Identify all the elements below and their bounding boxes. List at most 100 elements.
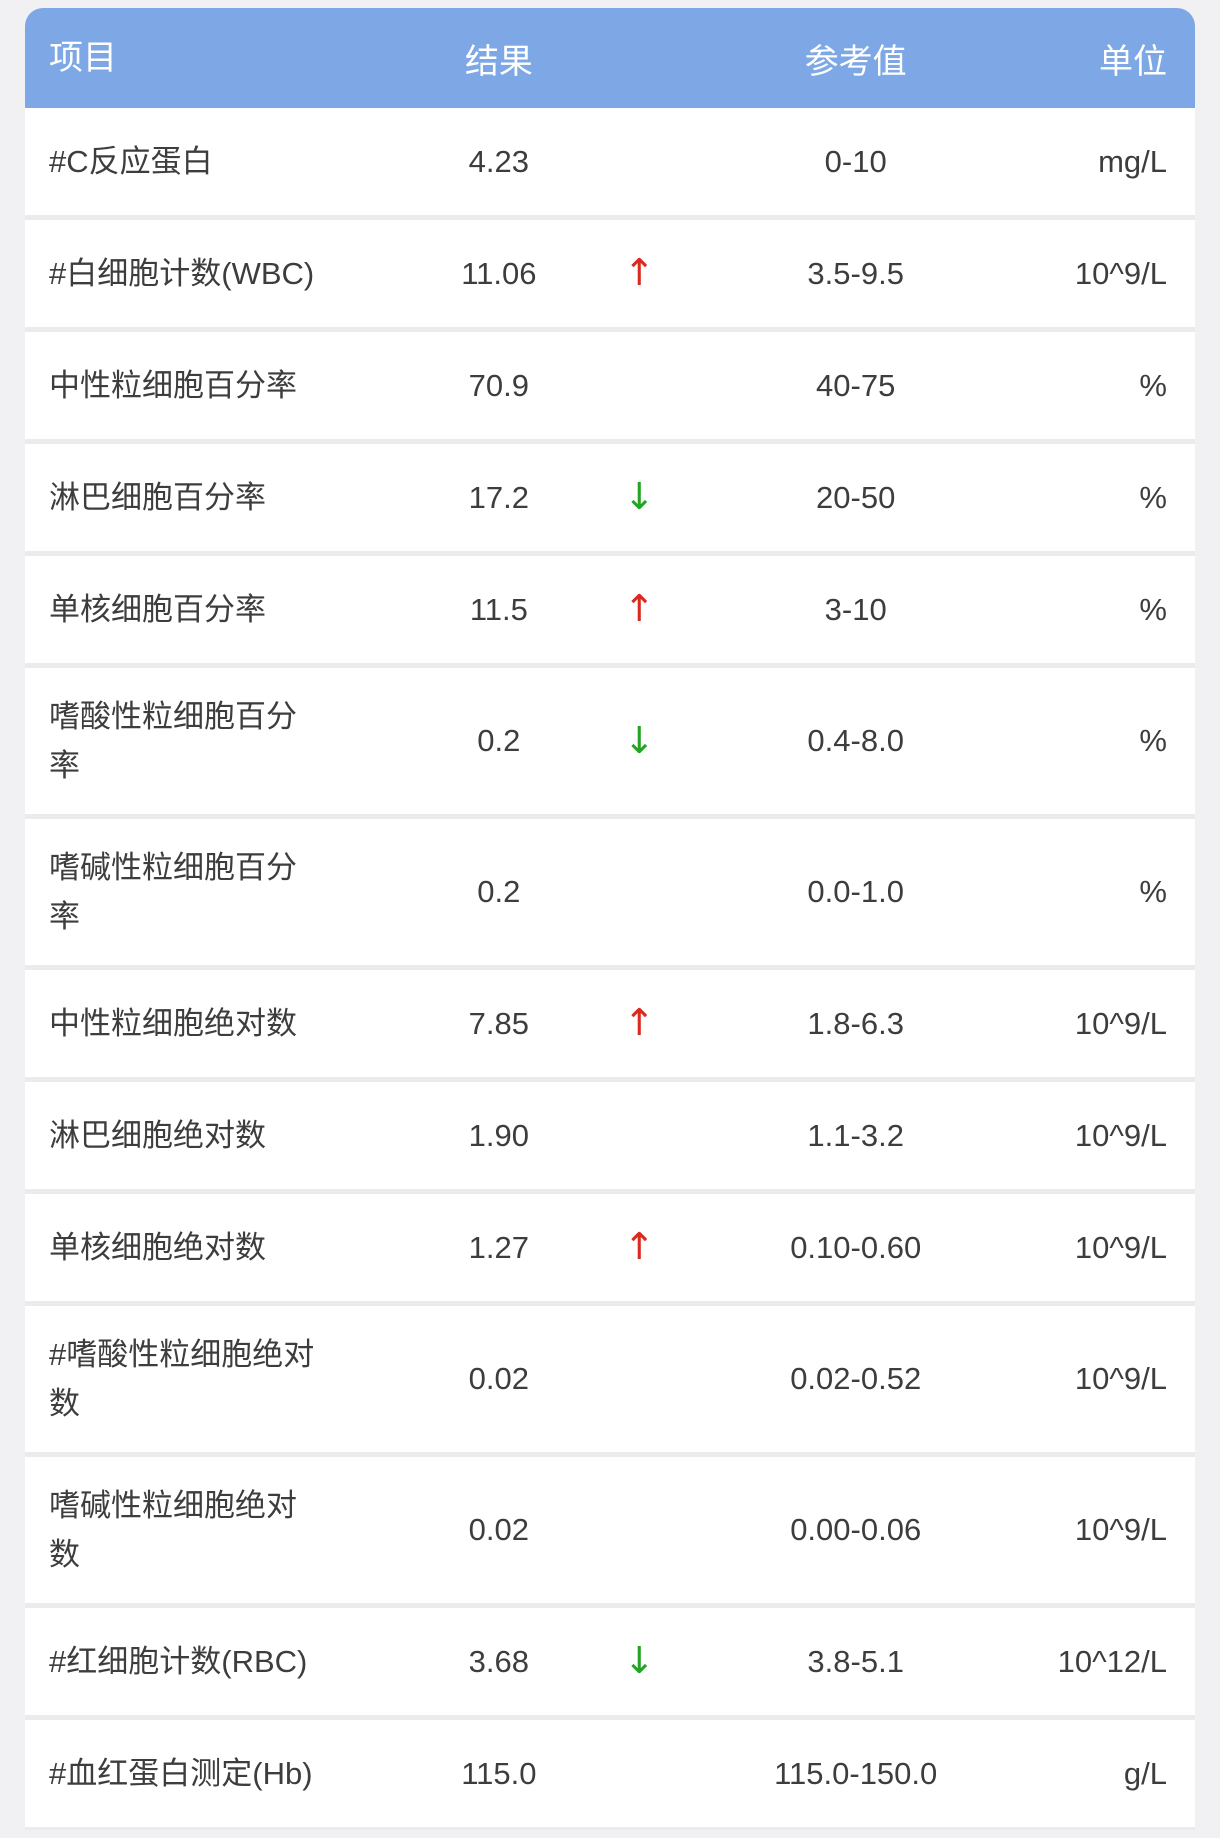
column-header-reference: 参考值 — [804, 42, 907, 81]
unit-label: 10^12/L — [1057, 1643, 1167, 1679]
reference-range: 0.00-0.06 — [790, 1512, 922, 1547]
reference-range: 0-10 — [824, 143, 887, 179]
trend-arrow-cell: ↑ — [587, 590, 692, 629]
unit-label: 10^9/L — [1074, 1005, 1167, 1041]
result-value: 11.5 — [469, 591, 528, 627]
reference-range: 0.4-8.0 — [807, 723, 904, 758]
unit-label: 10^9/L — [1074, 255, 1167, 291]
row-divider — [25, 814, 1195, 819]
row-divider — [25, 1603, 1195, 1608]
unit-label: 10^9/L — [1074, 1117, 1167, 1153]
item-name: #红细胞计数(RBC) — [49, 1644, 308, 1679]
result-value: 0.02 — [468, 1512, 530, 1547]
unit-label: % — [1139, 479, 1167, 515]
result-value: 115.0 — [461, 1755, 537, 1791]
reference-range: 115.0-150.0 — [774, 1755, 938, 1791]
arrow-up-icon: ↑ — [623, 1001, 655, 1044]
column-header-item: 项目 — [49, 38, 117, 77]
item-name: 淋巴细胞绝对数 — [49, 1118, 266, 1153]
reference-range: 3-10 — [824, 591, 887, 627]
item-name: #血红蛋白测定(Hb) — [49, 1756, 313, 1791]
trend-arrow-cell: ↓ — [587, 478, 692, 517]
row-divider — [25, 1452, 1195, 1457]
result-value: 1.90 — [468, 1117, 530, 1153]
row-divider — [25, 215, 1195, 220]
table-row: #血红蛋白测定(Hb) 115.0 115.0-150.0 g/L — [25, 1720, 1195, 1827]
result-value: 17.2 — [468, 479, 530, 515]
reference-range: 1.1-3.2 — [807, 1117, 904, 1153]
arrow-up-icon: ↑ — [623, 587, 655, 630]
column-header-result: 结果 — [464, 42, 533, 81]
unit-label: 10^9/L — [1074, 1361, 1167, 1396]
row-divider — [25, 965, 1195, 970]
reference-range: 3.5-9.5 — [807, 255, 904, 291]
item-name: 中性粒细胞百分率 — [49, 368, 297, 403]
row-divider — [25, 1715, 1195, 1720]
trend-arrow-cell: ↑ — [587, 1004, 692, 1043]
result-value: 4.23 — [468, 143, 530, 179]
arrow-down-icon: ↓ — [623, 475, 655, 518]
item-name: #白细胞计数(WBC) — [49, 256, 315, 291]
arrow-down-icon: ↓ — [623, 1639, 655, 1682]
lab-report-card: 项目 结果 参考值 单位 #C反应蛋白 4.23 0-10 mg/L #白细胞计… — [25, 8, 1195, 1830]
arrow-up-icon: ↑ — [623, 251, 655, 294]
table-row: 中性粒细胞百分率 70.9 40-75 % — [25, 332, 1195, 439]
item-name: 单核细胞绝对数 — [49, 1230, 266, 1265]
result-value: 3.68 — [468, 1643, 530, 1679]
table-row: 嗜酸性粒细胞百分 率 0.2 ↓ 0.4-8.0 % — [25, 668, 1195, 814]
result-value: 70.9 — [468, 367, 530, 403]
item-name: #C反应蛋白 — [49, 144, 213, 179]
row-divider — [25, 551, 1195, 556]
table-body: #C反应蛋白 4.23 0-10 mg/L #白细胞计数(WBC) 11.06 … — [25, 108, 1195, 1830]
table-row: #C反应蛋白 4.23 0-10 mg/L — [25, 108, 1195, 215]
result-value: 0.2 — [477, 723, 521, 758]
table-row: 嗜碱性粒细胞百分 率 0.2 0.0-1.0 % — [25, 819, 1195, 965]
table-row: #红细胞计数(RBC) 3.68 ↓ 3.8-5.1 10^12/L — [25, 1608, 1195, 1715]
arrow-down-icon: ↓ — [623, 718, 655, 762]
reference-range: 0.10-0.60 — [790, 1229, 922, 1265]
item-name: 嗜碱性粒细胞绝对 数 — [49, 1488, 297, 1572]
row-divider — [25, 663, 1195, 668]
reference-range: 0.02-0.52 — [790, 1361, 922, 1396]
result-value: 7.85 — [468, 1005, 530, 1041]
unit-label: % — [1139, 723, 1167, 758]
unit-label: mg/L — [1098, 143, 1167, 179]
unit-label: % — [1139, 367, 1167, 403]
unit-label: 10^9/L — [1074, 1512, 1167, 1547]
table-row: 单核细胞绝对数 1.27 ↑ 0.10-0.60 10^9/L — [25, 1194, 1195, 1301]
item-name: #嗜酸性粒细胞绝对 数 — [49, 1337, 315, 1421]
table-row: 嗜碱性粒细胞绝对 数 0.02 0.00-0.06 10^9/L — [25, 1457, 1195, 1603]
item-name: 单核细胞百分率 — [49, 592, 266, 627]
row-divider — [25, 1189, 1195, 1194]
table-header-row: 项目 结果 参考值 单位 — [25, 8, 1195, 108]
reference-range: 0.0-1.0 — [807, 874, 904, 909]
result-value: 0.2 — [477, 874, 521, 909]
result-value: 0.02 — [468, 1361, 530, 1396]
row-divider — [25, 1301, 1195, 1306]
item-name: 中性粒细胞绝对数 — [49, 1006, 297, 1041]
column-header-unit: 单位 — [1099, 42, 1167, 81]
result-value: 11.06 — [461, 255, 537, 291]
row-divider — [25, 439, 1195, 444]
unit-label: % — [1139, 874, 1167, 909]
table-row: #嗜酸性粒细胞绝对 数 0.02 0.02-0.52 10^9/L — [25, 1306, 1195, 1452]
result-value: 1.27 — [468, 1229, 530, 1265]
unit-label: 10^9/L — [1074, 1229, 1167, 1265]
table-row: 中性粒细胞绝对数 7.85 ↑ 1.8-6.3 10^9/L — [25, 970, 1195, 1077]
unit-label: % — [1139, 591, 1167, 627]
arrow-up-icon: ↑ — [623, 1225, 655, 1268]
reference-range: 20-50 — [816, 479, 896, 515]
trend-arrow-cell: ↑ — [587, 254, 692, 293]
trend-arrow-cell: ↓ — [587, 1642, 692, 1681]
table-row: 淋巴细胞绝对数 1.90 1.1-3.2 10^9/L — [25, 1082, 1195, 1189]
row-divider — [25, 1827, 1195, 1830]
unit-label: g/L — [1123, 1755, 1167, 1791]
row-divider — [25, 1077, 1195, 1082]
item-name: 淋巴细胞百分率 — [49, 480, 266, 515]
table-row: 淋巴细胞百分率 17.2 ↓ 20-50 % — [25, 444, 1195, 551]
reference-range: 1.8-6.3 — [807, 1005, 904, 1041]
row-divider — [25, 327, 1195, 332]
reference-range: 3.8-5.1 — [807, 1643, 904, 1679]
item-name: 嗜酸性粒细胞百分 率 — [49, 699, 297, 783]
trend-arrow-cell: ↓ — [587, 722, 692, 761]
